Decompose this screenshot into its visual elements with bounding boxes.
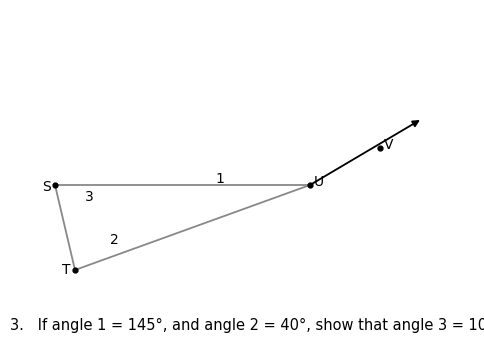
Text: V: V: [384, 138, 393, 152]
Text: 2: 2: [110, 233, 119, 247]
Text: 3.   If angle 1 = 145°, and angle 2 = 40°, show that angle 3 = 105°.: 3. If angle 1 = 145°, and angle 2 = 40°,…: [10, 318, 484, 333]
Text: T: T: [62, 263, 71, 277]
Text: U: U: [314, 175, 324, 189]
Text: 3: 3: [85, 190, 94, 204]
Text: S: S: [42, 180, 51, 194]
Text: 1: 1: [215, 172, 225, 186]
